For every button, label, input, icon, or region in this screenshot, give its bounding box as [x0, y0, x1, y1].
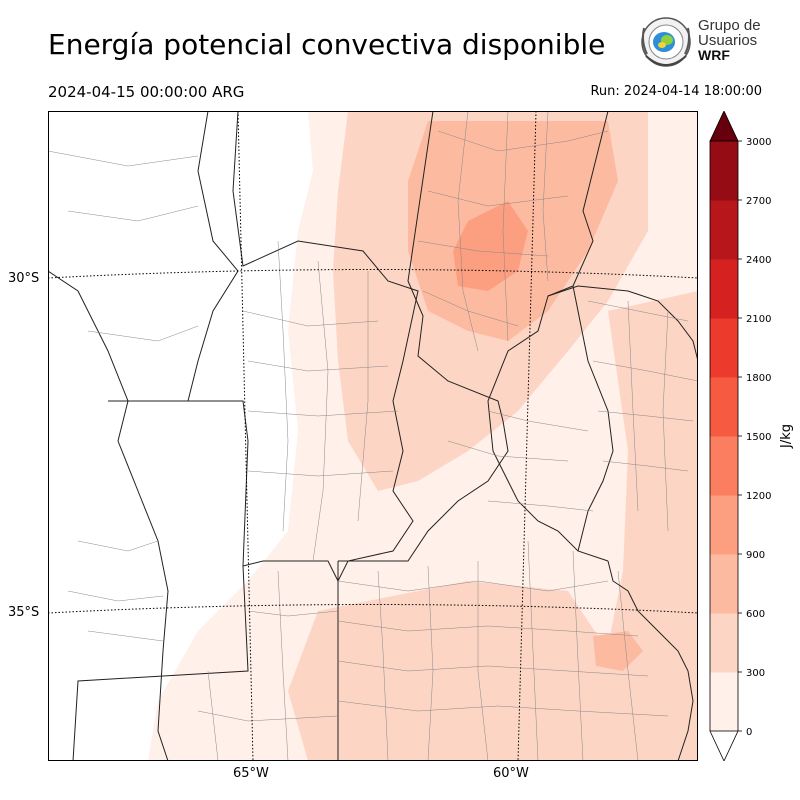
- colorbar-segment: [710, 436, 738, 496]
- cape-fill-600-patch: [593, 631, 643, 671]
- graticule: [48, 111, 698, 761]
- colorbar-segment: [710, 613, 738, 673]
- lat-label-30s: 30°S: [8, 271, 40, 286]
- colorbar-segment: [710, 141, 738, 201]
- lon-label-60w: 60°W: [493, 766, 529, 781]
- colorbar-segment: [710, 554, 738, 614]
- map-frame: [48, 111, 698, 761]
- colorbar-tick-label: 0: [746, 727, 752, 738]
- wrf-seal-icon: [641, 17, 691, 67]
- logo-line-3: WRF: [698, 47, 730, 63]
- cape-map: [48, 111, 698, 761]
- colorbar: 0 300 600 900 1200 1500 1800 2100 2400 2700 3000 J/…: [709, 111, 794, 761]
- colorbar-unit-label: J/kg: [779, 424, 794, 449]
- province-boundaries: [48, 111, 698, 761]
- colorbar-segment: [710, 200, 738, 260]
- colorbar-tick-label: 1500: [746, 432, 771, 443]
- colorbar-segment: [710, 318, 738, 378]
- colorbar-tick-label: 1200: [746, 491, 771, 502]
- colorbar-segment: [710, 377, 738, 437]
- cape-fill-300-south: [288, 581, 608, 761]
- colorbar-tick-label: 2700: [746, 196, 771, 207]
- colorbar-segment: [710, 495, 738, 555]
- coastline: [607, 560, 694, 761]
- colorbar-tick-label: 900: [746, 550, 765, 561]
- logo-line-1: Grupo de: [698, 17, 761, 34]
- colorbar-under-triangle: [709, 730, 739, 761]
- colorbar-tick-label: 2400: [746, 255, 771, 266]
- colorbar-tick-label: 600: [746, 609, 765, 620]
- colorbar-tick-label: 1800: [746, 373, 771, 384]
- colorbar-over-triangle: [709, 111, 739, 142]
- lat-label-35s: 35°S: [8, 605, 40, 620]
- colorbar-segment: [710, 259, 738, 319]
- wrf-logo: Grupo de Usuarios WRF: [638, 16, 768, 72]
- lon-label-65w: 65°W: [233, 766, 269, 781]
- colorbar-tick-label: 2100: [746, 314, 771, 325]
- colorbar-segment: [710, 672, 738, 732]
- run-time-label: Run: 2024-04-14 18:00:00: [590, 84, 762, 99]
- colorbar-tick-label: 3000: [746, 137, 771, 148]
- valid-time-label: 2024-04-15 00:00:00 ARG: [48, 83, 245, 101]
- colorbar-tick-label: 300: [746, 668, 765, 679]
- logo-line-2: Usuarios: [698, 32, 758, 49]
- department-boundaries: [48, 111, 698, 761]
- page-title: Energía potencial convectiva disponible: [48, 28, 606, 61]
- cape-fill-900: [453, 201, 528, 291]
